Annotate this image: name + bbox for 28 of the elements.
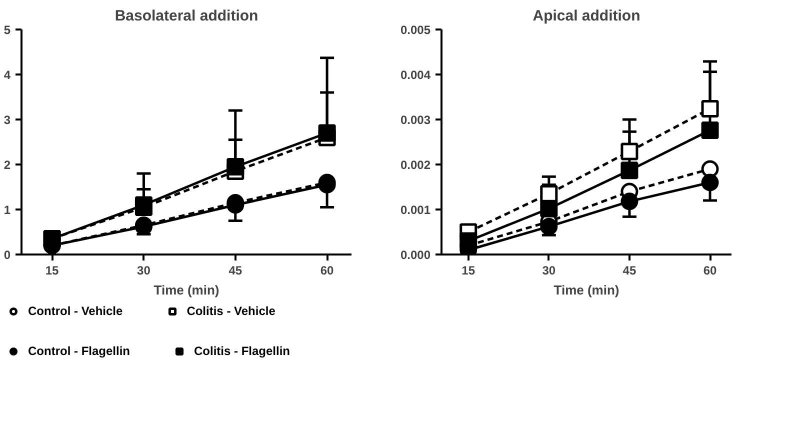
y-tick-label: 0.000 [400, 248, 431, 262]
y-tick-label: 3 [4, 113, 11, 127]
chart-title: Basolateral addition [114, 8, 258, 24]
y-tick-label: 2 [4, 158, 11, 172]
x-tick-label: 15 [45, 264, 60, 278]
legend-label: Colitis - Flagellin [194, 344, 290, 358]
y-tick-label: 4 [4, 68, 11, 82]
x-axis-title: Time (min) [554, 282, 620, 298]
x-axis-title: Time (min) [154, 282, 220, 298]
chart-title: Apical addition [532, 8, 640, 24]
x-tick-label: 30 [542, 264, 556, 278]
y-tick-label: 1 [4, 203, 11, 217]
legend-label: Colitis - Vehicle [186, 304, 276, 318]
x-tick-label: 45 [622, 264, 636, 278]
legend-label: Control - Vehicle [28, 304, 123, 318]
y-tick-label: 0.003 [400, 113, 431, 127]
y-tick-label: 5 [4, 23, 11, 37]
y-tick-label: 0.004 [400, 68, 431, 82]
legend-label: Control - Flagellin [28, 344, 130, 358]
y-tick-label: 0 [4, 248, 11, 262]
x-tick-label: 30 [137, 264, 151, 278]
x-tick-label: 15 [462, 264, 476, 278]
x-tick-label: 45 [228, 264, 242, 278]
y-tick-label: 0.001 [400, 203, 431, 217]
y-tick-label: 0.002 [400, 158, 431, 172]
x-tick-label: 60 [703, 264, 718, 278]
x-tick-label: 60 [320, 264, 334, 278]
y-tick-label: 0.005 [400, 23, 431, 37]
